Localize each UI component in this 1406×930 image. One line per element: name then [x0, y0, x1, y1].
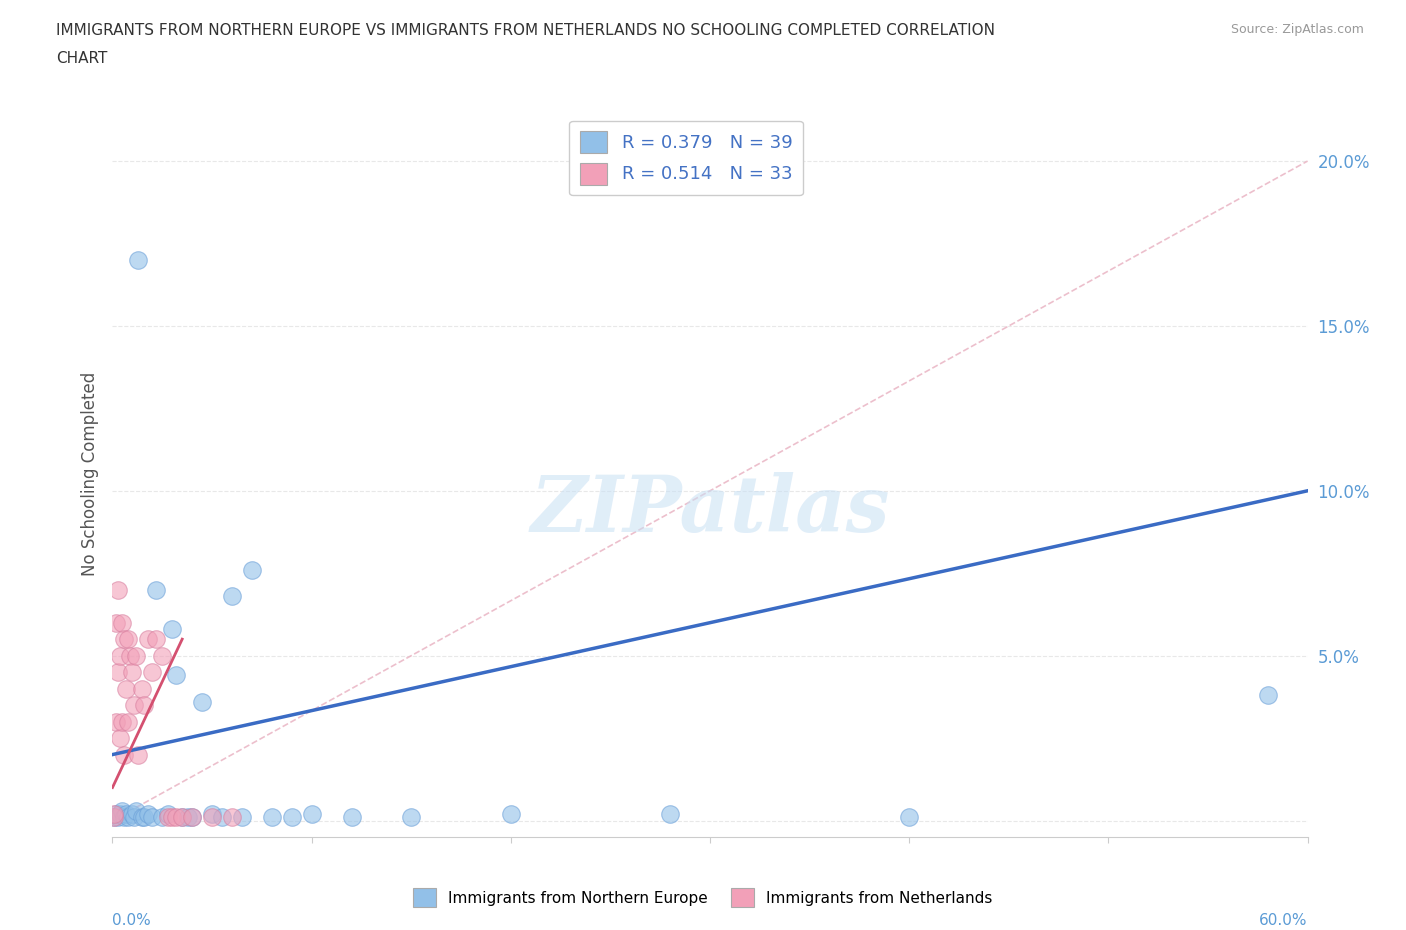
- Point: [111, 804, 134, 818]
- Point: [141, 665, 163, 680]
- Point: [110, 648, 132, 663]
- Point: [659, 806, 682, 821]
- Point: [103, 810, 125, 825]
- Point: [499, 806, 522, 821]
- Point: [105, 714, 128, 729]
- Point: [157, 810, 180, 825]
- Point: [117, 714, 139, 729]
- Point: [138, 631, 160, 646]
- Point: [301, 806, 323, 821]
- Point: [150, 648, 173, 663]
- Point: [191, 695, 214, 710]
- Point: [111, 714, 134, 729]
- Point: [124, 698, 146, 712]
- Point: [134, 698, 156, 712]
- Point: [201, 810, 224, 825]
- Point: [125, 648, 148, 663]
- Text: 60.0%: 60.0%: [1260, 913, 1308, 928]
- Text: Source: ZipAtlas.com: Source: ZipAtlas.com: [1230, 23, 1364, 36]
- Text: ZIPatlas: ZIPatlas: [530, 472, 890, 549]
- Point: [131, 810, 153, 825]
- Point: [110, 806, 132, 821]
- Point: [172, 810, 194, 825]
- Point: [107, 665, 129, 680]
- Text: IMMIGRANTS FROM NORTHERN EUROPE VS IMMIGRANTS FROM NETHERLANDS NO SCHOOLING COMP: IMMIGRANTS FROM NORTHERN EUROPE VS IMMIG…: [56, 23, 995, 38]
- Point: [181, 810, 204, 825]
- Point: [162, 810, 183, 825]
- Point: [240, 563, 263, 578]
- Point: [211, 810, 233, 825]
- Point: [124, 810, 146, 825]
- Point: [134, 810, 156, 825]
- Point: [165, 668, 187, 683]
- Point: [114, 810, 135, 825]
- Point: [114, 631, 135, 646]
- Point: [121, 665, 143, 680]
- Point: [110, 731, 132, 746]
- Legend: Immigrants from Northern Europe, Immigrants from Netherlands: Immigrants from Northern Europe, Immigra…: [408, 883, 998, 913]
- Point: [1257, 688, 1279, 703]
- Point: [231, 810, 253, 825]
- Point: [221, 589, 243, 604]
- Point: [115, 806, 138, 821]
- Point: [141, 810, 163, 825]
- Text: 0.0%: 0.0%: [112, 913, 152, 928]
- Point: [107, 810, 129, 825]
- Point: [117, 810, 139, 825]
- Point: [127, 253, 149, 268]
- Point: [340, 810, 363, 825]
- Legend: R = 0.379   N = 39, R = 0.514   N = 33: R = 0.379 N = 39, R = 0.514 N = 33: [569, 121, 803, 195]
- Point: [114, 747, 135, 762]
- Point: [115, 681, 138, 696]
- Text: CHART: CHART: [56, 51, 108, 66]
- Point: [105, 806, 128, 821]
- Point: [201, 806, 224, 821]
- Point: [117, 631, 139, 646]
- Point: [177, 810, 200, 825]
- Point: [131, 681, 153, 696]
- Point: [221, 810, 243, 825]
- Point: [157, 806, 180, 821]
- Point: [401, 810, 423, 825]
- Point: [107, 582, 129, 597]
- Point: [150, 810, 173, 825]
- Point: [125, 804, 148, 818]
- Point: [172, 810, 194, 825]
- Point: [120, 648, 142, 663]
- Point: [181, 810, 204, 825]
- Point: [103, 810, 125, 825]
- Point: [260, 810, 283, 825]
- Point: [103, 806, 125, 821]
- Y-axis label: No Schooling Completed: No Schooling Completed: [80, 372, 98, 577]
- Point: [281, 810, 304, 825]
- Point: [105, 616, 128, 631]
- Point: [138, 806, 160, 821]
- Point: [127, 747, 149, 762]
- Point: [111, 616, 134, 631]
- Point: [145, 582, 167, 597]
- Point: [145, 631, 167, 646]
- Point: [898, 810, 921, 825]
- Point: [162, 622, 183, 637]
- Point: [121, 806, 143, 821]
- Point: [165, 810, 187, 825]
